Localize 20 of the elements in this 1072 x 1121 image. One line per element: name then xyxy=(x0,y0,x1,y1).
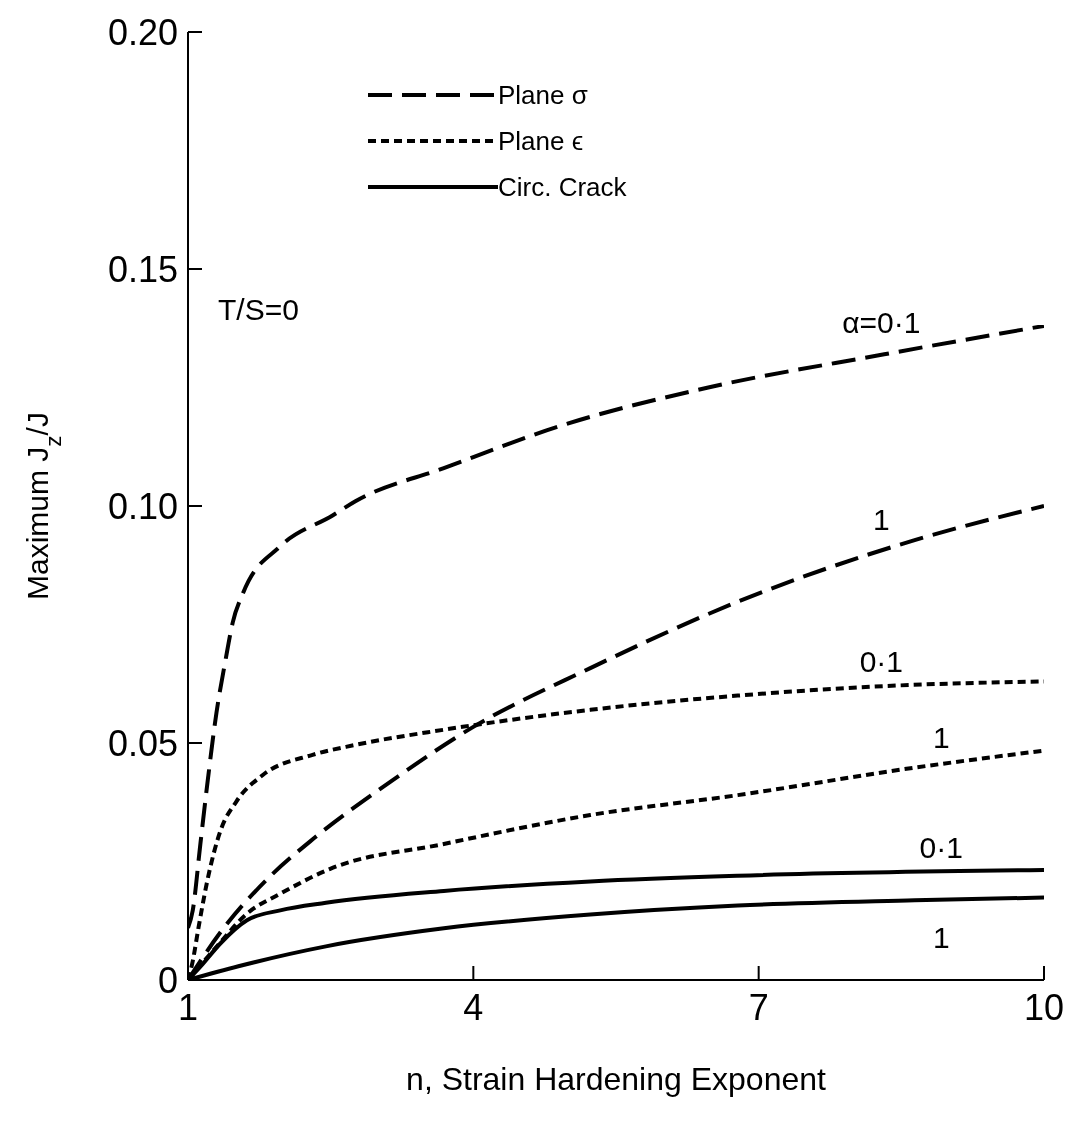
x-tick-label: 1 xyxy=(177,986,199,1028)
annotation: 1 xyxy=(873,502,890,536)
annotation: α=0·1 xyxy=(842,305,921,339)
annotation: 0·1 xyxy=(859,645,904,679)
y-tick-label: 0.10 xyxy=(107,485,178,527)
annotation: 0·1 xyxy=(919,830,963,864)
x-tick-label: 10 xyxy=(1023,986,1065,1028)
legend-label: Plane ϵ xyxy=(498,125,584,157)
legend-label: Plane σ xyxy=(498,79,588,111)
annotation: 1 xyxy=(932,920,950,954)
x-axis-title: n, Strain Hardening Exponent xyxy=(406,1061,827,1097)
y-tick-label: 0.15 xyxy=(107,248,178,290)
legend-label: Circ. Crack xyxy=(498,171,627,203)
y-tick-label: 0 xyxy=(157,959,178,1001)
y-tick-label: 0.05 xyxy=(107,722,178,764)
x-tick-label: 7 xyxy=(748,986,769,1028)
x-tick-label: 4 xyxy=(463,986,484,1028)
annotation: 1 xyxy=(932,721,950,755)
y-tick-label: 0.20 xyxy=(107,11,178,53)
annotation: T/S=0 xyxy=(218,293,299,327)
